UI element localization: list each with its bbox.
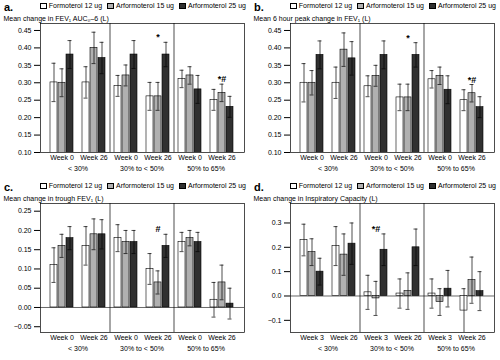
svg-text:0.25: 0.25 <box>18 96 32 103</box>
svg-text:0.45: 0.45 <box>268 27 282 34</box>
html-text:c.: c. <box>4 181 14 193</box>
svg-text:< 30%: < 30% <box>318 345 338 352</box>
svg-text:0.35: 0.35 <box>268 62 282 69</box>
svg-text:*: * <box>156 32 160 42</box>
svg-text:0.3: 0.3 <box>272 219 282 226</box>
svg-text:Week 0: Week 0 <box>178 154 202 161</box>
svg-text:Week 0: Week 0 <box>300 154 324 161</box>
svg-text:0.10: 0.10 <box>268 149 282 156</box>
svg-text:0.15: 0.15 <box>18 246 32 253</box>
svg-text:−0.1: −0.1 <box>268 317 282 324</box>
svg-text:*#: *# <box>468 75 477 85</box>
svg-text:Week 26: Week 26 <box>458 154 486 161</box>
svg-text:< 30%: < 30% <box>318 165 338 172</box>
svg-text:30% to < 50%: 30% to < 50% <box>120 165 164 172</box>
html-text:Arformoterol 25 ug: Arformoterol 25 ug <box>188 182 246 189</box>
svg-text:Week 26: Week 26 <box>208 334 236 341</box>
svg-text:0.20: 0.20 <box>268 114 282 121</box>
svg-text:0.25: 0.25 <box>18 207 32 214</box>
svg-text:0.0: 0.0 <box>272 292 282 299</box>
html-text:Arformoterol 15 ug: Arformoterol 15 ug <box>366 182 424 189</box>
svg-text:50% to 65%: 50% to 65% <box>187 165 225 172</box>
svg-text:0.2: 0.2 <box>272 244 282 251</box>
svg-text:0.10: 0.10 <box>18 265 32 272</box>
svg-text:Week 0: Week 0 <box>428 154 452 161</box>
svg-text:Week 26: Week 26 <box>80 334 108 341</box>
html-text:b.: b. <box>254 1 264 13</box>
svg-text:Week 0: Week 0 <box>114 334 138 341</box>
html-text:Formoterol 12 ug: Formoterol 12 ug <box>48 182 102 189</box>
svg-text:Week 26: Week 26 <box>330 334 358 341</box>
html-text:Formoterol 12 ug: Formoterol 12 ug <box>298 2 352 9</box>
svg-text:Mean change in Inspiratory Cap: Mean change in Inspiratory Capacity (L) <box>254 195 378 203</box>
svg-text:Week 26: Week 26 <box>144 154 172 161</box>
svg-text:0.25: 0.25 <box>268 96 282 103</box>
svg-text:50% to 65%: 50% to 65% <box>437 165 475 172</box>
svg-text:0.15: 0.15 <box>18 131 32 138</box>
svg-text:Week 3: Week 3 <box>428 334 452 341</box>
svg-text:#: # <box>155 224 160 234</box>
svg-text:Mean change in FEV₁ AUC₀–6 (L): Mean change in FEV₁ AUC₀–6 (L) <box>4 15 109 23</box>
svg-text:Week 26: Week 26 <box>208 154 236 161</box>
svg-text:0.05: 0.05 <box>18 284 32 291</box>
svg-text:Week 26: Week 26 <box>394 334 422 341</box>
svg-text:0.00: 0.00 <box>18 304 32 311</box>
svg-text:50% to 65%: 50% to 65% <box>187 345 225 352</box>
html-text:Arformoterol 15 ug: Arformoterol 15 ug <box>116 2 174 9</box>
svg-text:Mean 6 hour peak change in FEV: Mean 6 hour peak change in FEV₁ (L) <box>254 15 371 23</box>
svg-text:< 30%: < 30% <box>68 345 88 352</box>
html-text:Arformoterol 25 ug: Arformoterol 25 ug <box>188 2 246 9</box>
svg-text:Week 0: Week 0 <box>178 334 202 341</box>
svg-text:0.30: 0.30 <box>18 79 32 86</box>
svg-text:Mean change in trough FEV₁ (L): Mean change in trough FEV₁ (L) <box>4 195 104 203</box>
html-text:Formoterol 12 ug: Formoterol 12 ug <box>298 182 352 189</box>
svg-text:Week 0: Week 0 <box>50 154 74 161</box>
html-text:Arformoterol 25 ug: Arformoterol 25 ug <box>438 182 496 189</box>
svg-text:50% to 65%: 50% to 65% <box>437 345 475 352</box>
svg-text:Week 26: Week 26 <box>80 154 108 161</box>
svg-text:Week 26: Week 26 <box>458 334 486 341</box>
svg-text:0.1: 0.1 <box>272 268 282 275</box>
html-text:Arformoterol 15 ug: Arformoterol 15 ug <box>116 182 174 189</box>
svg-text:Week 26: Week 26 <box>330 154 358 161</box>
svg-text:Week 3: Week 3 <box>364 334 388 341</box>
svg-text:30% to < 50%: 30% to < 50% <box>120 345 164 352</box>
svg-text:*#: *# <box>218 74 227 84</box>
svg-text:Week 0: Week 0 <box>114 154 138 161</box>
svg-text:*#: *# <box>372 224 381 234</box>
svg-text:30% to < 50%: 30% to < 50% <box>370 345 414 352</box>
svg-text:Week 26: Week 26 <box>144 334 172 341</box>
html-text:Arformoterol 25 ug: Arformoterol 25 ug <box>438 2 496 9</box>
svg-text:*: * <box>406 33 410 43</box>
svg-text:Week 0: Week 0 <box>364 154 388 161</box>
svg-text:0.40: 0.40 <box>18 44 32 51</box>
svg-text:Week 3: Week 3 <box>300 334 324 341</box>
svg-text:Week 26: Week 26 <box>394 154 422 161</box>
svg-text:−0.05: −0.05 <box>14 323 32 330</box>
svg-text:0.35: 0.35 <box>18 62 32 69</box>
svg-text:0.30: 0.30 <box>268 79 282 86</box>
svg-text:0.20: 0.20 <box>18 227 32 234</box>
svg-text:Week 0: Week 0 <box>50 334 74 341</box>
svg-text:0.10: 0.10 <box>18 149 32 156</box>
svg-text:0.45: 0.45 <box>18 27 32 34</box>
svg-text:0.20: 0.20 <box>18 114 32 121</box>
html-text:Arformoterol 15 ug: Arformoterol 15 ug <box>366 2 424 9</box>
svg-text:30% to < 50%: 30% to < 50% <box>370 165 414 172</box>
svg-text:0.15: 0.15 <box>268 131 282 138</box>
svg-text:< 30%: < 30% <box>68 165 88 172</box>
html-text:Formoterol 12 ug: Formoterol 12 ug <box>48 2 102 9</box>
html-text:a.: a. <box>4 1 14 13</box>
svg-text:0.40: 0.40 <box>268 44 282 51</box>
html-text:d.: d. <box>254 181 264 193</box>
